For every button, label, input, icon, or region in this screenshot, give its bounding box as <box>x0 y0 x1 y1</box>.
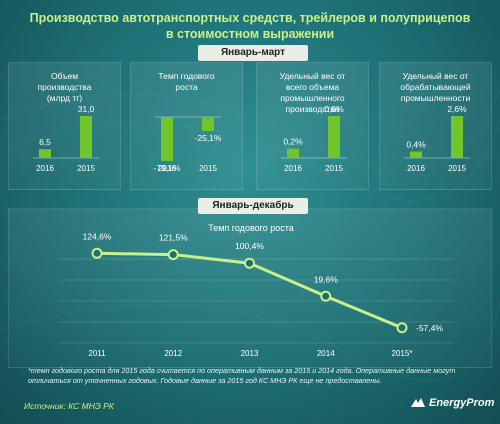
bar-value-label: 0,2% <box>283 137 303 147</box>
bar-value-label: 0,4% <box>406 140 426 150</box>
category-label: 2015 <box>325 164 343 173</box>
logo-icon <box>411 398 425 407</box>
panel-title-line: промышленности <box>400 93 471 103</box>
point-value-label: -57,4% <box>416 323 443 333</box>
point-value-label: 124,6% <box>83 231 112 241</box>
bar-value-label: 2,6% <box>447 104 467 114</box>
panel-volume-title: Объем производства (млрд тг) <box>9 71 120 104</box>
category-label: 2016 <box>407 164 425 173</box>
page-title: Производство автотранспортных средств, т… <box>0 10 500 42</box>
bar-value-label: 6,5 <box>39 137 51 147</box>
logo-text: EnergyProm <box>429 397 495 409</box>
source-label: Источник: КС МНЭ РК <box>24 401 114 411</box>
panel-title-line: производства <box>37 82 92 92</box>
category-label: 2011 <box>88 349 106 358</box>
point-2013 <box>244 257 255 269</box>
panel-volume: Объем производства (млрд тг) 6,5 2016 31,0… <box>8 62 121 190</box>
title-line-1: Производство автотранспортных средств, т… <box>29 11 471 25</box>
section-jan-mar-label: Январь-март <box>198 45 308 61</box>
panel-title-line: обрабатывающей <box>400 82 471 92</box>
bar-2015 <box>328 116 340 158</box>
energyprom-logo: EnergyProm <box>410 397 494 409</box>
category-label: 2015* <box>392 349 413 358</box>
category-label: 2016 <box>158 164 176 173</box>
bar-2016 <box>410 151 422 158</box>
category-label: 2014 <box>317 349 335 358</box>
point-2012 <box>167 249 179 261</box>
category-label: 2016 <box>36 164 54 173</box>
panel-share-manufacturing-title: Удельный вес от обрабатывающей промышлен… <box>380 71 491 104</box>
panel-title-line: (млрд тг) <box>46 93 83 103</box>
point-2014 <box>320 290 332 302</box>
line-chart-title: Темп годового роста <box>208 223 294 233</box>
panel-share-industry-title: Удельный вес от всего объема промышленно… <box>257 71 368 115</box>
bar-value-label: 31,0 <box>78 104 95 114</box>
chart-share-industry: 0,2% 2016 0,9% 2015 <box>281 104 347 173</box>
point-value-label: 100,4% <box>235 241 264 251</box>
bar-2015 <box>451 116 463 158</box>
chart-growth: -79,1%2016 -25,1% 2015 <box>154 116 222 173</box>
category-label: 2015 <box>199 164 217 173</box>
section-jan-dec-label: Январь-декабрь <box>198 198 308 214</box>
point-value-label: 19,6% <box>314 274 339 284</box>
category-label: 2015 <box>448 164 466 173</box>
bar-2015 <box>202 117 214 131</box>
chart-annual-growth: Темп годового роста 124,6% 2011 121,5% 2012 1… <box>59 223 454 358</box>
point-2011 <box>91 247 103 259</box>
panel-title-line: Удельный вес от <box>279 71 346 81</box>
point-2015* <box>396 322 408 334</box>
panel-share-manufacturing: Удельный вес от обрабатывающей промышлен… <box>379 62 492 190</box>
panel-share-industry: Удельный вес от всего объема промышленно… <box>256 62 369 190</box>
bar-value-label: -79,1% <box>154 163 181 173</box>
bar-value-label: -25,1% <box>195 133 222 143</box>
panel-title-line: роста <box>175 82 198 92</box>
panel-title-line: Удельный вес от <box>402 71 469 81</box>
panel-title-line: промышленного <box>280 93 345 103</box>
panel-annual-growth: Темп годового роста 124,6% 2011 121,5% 2012 1… <box>8 208 492 368</box>
panel-title-line: Темп годового <box>158 71 215 81</box>
bar-2015 <box>80 116 92 158</box>
bar-2016 <box>161 117 173 161</box>
footnote: *темп годового роста для 2015 года счита… <box>28 366 456 385</box>
panel-growth-title: Темп годового роста <box>131 71 242 93</box>
category-label: 2013 <box>241 349 259 358</box>
category-label: 2012 <box>164 349 182 358</box>
category-label: 2016 <box>284 164 302 173</box>
category-label: 2015 <box>77 164 95 173</box>
bar-2016 <box>287 148 299 158</box>
bar-2016 <box>39 149 51 158</box>
bar-value-label: 0,9% <box>324 104 344 114</box>
chart-share-manufacturing: 0,4% 2016 2,6% 2015 <box>404 104 470 173</box>
title-line-2: в стоимостном выражении <box>165 27 335 41</box>
panel-title-line: всего объема <box>285 82 340 92</box>
point-value-label: 121,5% <box>159 233 188 243</box>
panel-title-line: Объем <box>50 71 79 81</box>
panel-title-line: производства <box>285 104 340 114</box>
chart-volume: 6,5 2016 31,0 2015 <box>33 104 99 173</box>
panel-growth: Темп годового роста -79,1% 2016 -25,1% 2015 <box>130 62 243 190</box>
